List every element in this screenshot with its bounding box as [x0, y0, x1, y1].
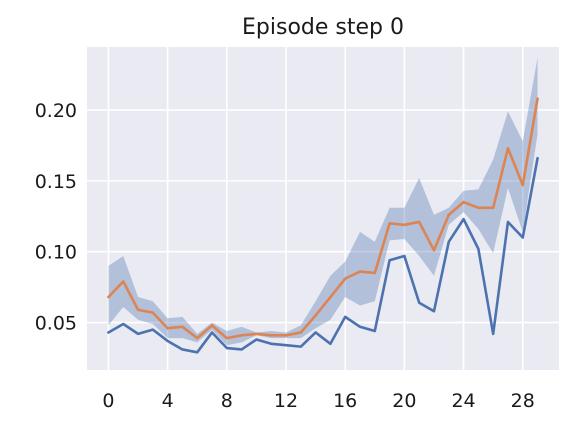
- x-tick-label: 20: [392, 390, 416, 412]
- x-tick-label: 24: [451, 390, 475, 412]
- y-tick-labels: 0.05 0.10 0.15 0.20: [35, 100, 77, 335]
- x-tick-labels: 0 4 8 12 16 20 24 28: [102, 390, 534, 412]
- chart-title: Episode step 0: [242, 15, 404, 40]
- series-line-layer: [107, 97, 539, 354]
- x-tick-label: 8: [221, 390, 233, 412]
- grid: [87, 47, 559, 370]
- y-tick-label: 0.15: [35, 171, 77, 193]
- x-tick-label: 0: [102, 390, 114, 412]
- confidence-band-layer: [108, 57, 538, 346]
- x-tick-label: 16: [333, 390, 357, 412]
- y-tick-label: 0.10: [35, 242, 77, 264]
- series-line-1: [107, 97, 539, 340]
- x-tick-label: 28: [511, 390, 535, 412]
- confidence-band-1: [108, 57, 538, 346]
- y-tick-label: 0.20: [35, 100, 77, 122]
- series-line-0: [107, 156, 539, 354]
- x-tick-label: 12: [274, 390, 298, 412]
- x-tick-label: 4: [162, 390, 174, 412]
- y-tick-label: 0.05: [35, 313, 77, 335]
